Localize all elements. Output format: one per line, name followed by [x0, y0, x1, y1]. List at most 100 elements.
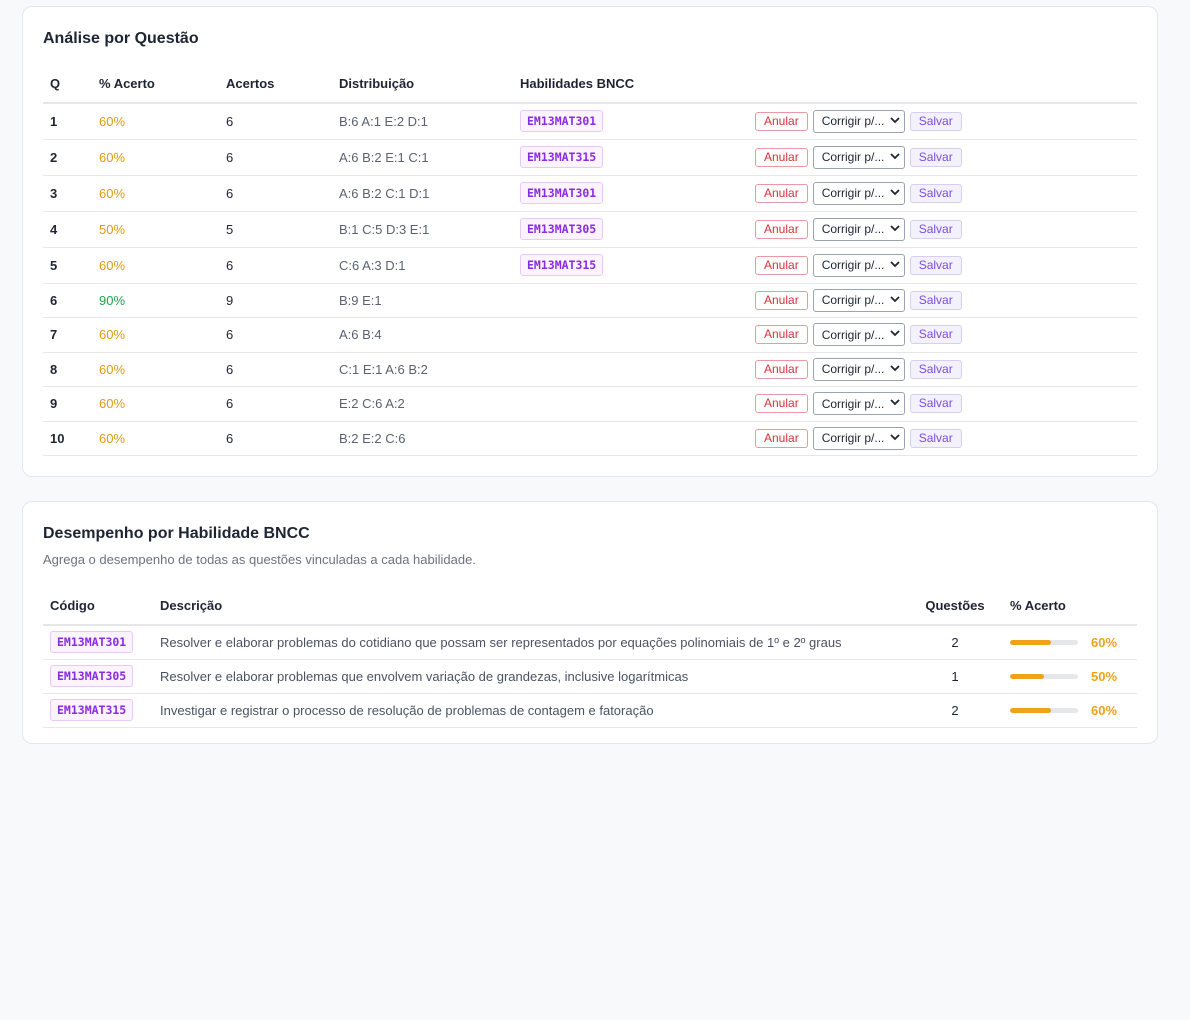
corrigir-select-value: Corrigir p/...	[821, 258, 885, 272]
progress-label: 60%	[1091, 634, 1118, 650]
table-row: 6 90% 9 B:9 E:1 Anular Corrigir p/... Salvar	[43, 283, 1137, 318]
chevron-down-icon	[890, 329, 900, 340]
question-distribution: A:6 B:2 C:1 D:1	[332, 175, 513, 212]
anular-button[interactable]: Anular	[755, 219, 808, 239]
table-header-row: Q % Acerto Acertos Distribuição Habilida…	[43, 67, 1137, 104]
chevron-down-icon	[890, 260, 900, 271]
question-actions: Anular Corrigir p/... Salvar	[748, 247, 1137, 284]
actions-group: Anular Corrigir p/... Salvar	[755, 181, 1130, 205]
question-actions: Anular Corrigir p/... Salvar	[748, 352, 1137, 387]
col-header-pct: % Acerto	[92, 67, 219, 104]
skill-question-count: 2	[907, 625, 1003, 660]
progress-bar: 50%	[1010, 669, 1130, 684]
anular-button[interactable]: Anular	[755, 394, 808, 414]
question-distribution: B:2 E:2 C:6	[332, 421, 513, 456]
actions-group: Anular Corrigir p/... Salvar	[755, 217, 1130, 241]
skill-question-count: 2	[907, 693, 1003, 728]
question-distribution: C:1 E:1 A:6 B:2	[332, 352, 513, 387]
anular-button[interactable]: Anular	[755, 325, 808, 345]
corrigir-select-value: Corrigir p/...	[821, 327, 885, 342]
corrigir-select[interactable]: Corrigir p/...	[812, 323, 905, 347]
corrigir-select[interactable]: Corrigir p/...	[812, 253, 905, 277]
question-actions: Anular Corrigir p/... Salvar	[748, 421, 1137, 456]
question-pct: 60%	[92, 139, 219, 176]
question-pct: 60%	[92, 421, 219, 456]
question-hits: 6	[219, 317, 332, 353]
question-skills: EM13MAT315	[513, 139, 748, 176]
chevron-down-icon	[890, 188, 900, 199]
skill-description: Resolver e elaborar problemas do cotidia…	[153, 625, 907, 660]
col-header-pct: % Acerto	[1003, 587, 1137, 626]
salvar-button[interactable]: Salvar	[909, 147, 962, 167]
col-header-code: Código	[43, 587, 153, 626]
col-header-hits: Acertos	[219, 67, 332, 104]
skill-badge: EM13MAT301	[520, 110, 604, 133]
chevron-down-icon	[890, 295, 900, 306]
question-hits: 9	[219, 283, 332, 318]
question-distribution: C:6 A:3 D:1	[332, 247, 513, 284]
question-distribution: A:6 B:4	[332, 317, 513, 353]
col-header-desc: Descrição	[153, 587, 907, 626]
progress-fill	[1010, 673, 1044, 679]
anular-button[interactable]: Anular	[755, 428, 808, 448]
question-hits: 6	[219, 103, 332, 140]
skill-badge: EM13MAT301	[520, 182, 604, 204]
actions-group: Anular Corrigir p/... Salvar	[755, 323, 1130, 347]
anular-button[interactable]: Anular	[755, 290, 808, 310]
corrigir-select[interactable]: Corrigir p/...	[812, 392, 905, 416]
anular-button[interactable]: Anular	[755, 255, 808, 275]
anular-button[interactable]: Anular	[755, 359, 808, 379]
table-header-row: Código Descrição Questões % Acerto	[43, 587, 1137, 626]
skill-performance-body: EM13MAT301 Resolver e elaborar problemas …	[43, 625, 1137, 728]
question-actions: Anular Corrigir p/... Salvar	[748, 386, 1137, 422]
question-number: 4	[43, 211, 92, 248]
salvar-button[interactable]: Salvar	[909, 428, 962, 448]
progress-track	[1010, 707, 1078, 713]
salvar-button[interactable]: Salvar	[909, 394, 962, 414]
table-row: 3 60% 6 A:6 B:2 C:1 D:1 EM13MAT301 Anular Corr…	[43, 175, 1137, 212]
question-analysis-table: Q % Acerto Acertos Distribuição Habilida…	[43, 67, 1137, 456]
corrigir-select[interactable]: Corrigir p/...	[812, 109, 905, 133]
salvar-button[interactable]: Salvar	[909, 290, 962, 310]
question-actions: Anular Corrigir p/... Salvar	[748, 317, 1137, 353]
anular-button[interactable]: Anular	[755, 147, 808, 167]
salvar-button[interactable]: Salvar	[909, 325, 962, 345]
question-skills: EM13MAT301	[513, 103, 748, 140]
table-row: 7 60% 6 A:6 B:4 Anular Corrigir p/... Salvar	[43, 317, 1137, 353]
progress-bar: 60%	[1010, 635, 1130, 650]
col-header-skills: Habilidades BNCC	[513, 67, 748, 104]
progress-fill	[1010, 707, 1051, 713]
salvar-button[interactable]: Salvar	[909, 111, 962, 131]
corrigir-select[interactable]: Corrigir p/...	[812, 181, 905, 205]
question-distribution: B:9 E:1	[332, 283, 513, 318]
skill-question-count: 1	[907, 659, 1003, 694]
anular-button[interactable]: Anular	[755, 183, 808, 203]
skill-pct: 60%	[1003, 625, 1137, 660]
salvar-button[interactable]: Salvar	[909, 255, 962, 275]
corrigir-select[interactable]: Corrigir p/...	[812, 357, 905, 381]
question-analysis-body: 1 60% 6 B:6 A:1 E:2 D:1 EM13MAT301 Anular Corr…	[43, 103, 1137, 456]
skill-code: EM13MAT301	[43, 625, 153, 660]
salvar-button[interactable]: Salvar	[909, 219, 962, 239]
corrigir-select[interactable]: Corrigir p/...	[812, 426, 905, 450]
chevron-down-icon	[890, 364, 900, 375]
actions-group: Anular Corrigir p/... Salvar	[755, 145, 1130, 169]
question-hits: 6	[219, 386, 332, 422]
corrigir-select[interactable]: Corrigir p/...	[812, 217, 905, 241]
skill-badge: EM13MAT315	[50, 699, 134, 721]
skill-code: EM13MAT315	[43, 693, 153, 728]
table-row: EM13MAT301 Resolver e elaborar problemas …	[43, 625, 1137, 660]
actions-group: Anular Corrigir p/... Salvar	[755, 288, 1130, 312]
chevron-down-icon	[890, 116, 900, 127]
corrigir-select[interactable]: Corrigir p/...	[812, 145, 905, 169]
salvar-button[interactable]: Salvar	[909, 359, 962, 379]
skill-performance-subtitle: Agrega o desempenho de todas as questões…	[43, 552, 476, 567]
corrigir-select-value: Corrigir p/...	[821, 293, 885, 308]
skill-pct: 60%	[1003, 693, 1137, 728]
anular-button[interactable]: Anular	[755, 111, 808, 131]
salvar-button[interactable]: Salvar	[909, 183, 962, 203]
question-pct: 60%	[92, 386, 219, 422]
corrigir-select[interactable]: Corrigir p/...	[812, 288, 905, 312]
skill-code: EM13MAT305	[43, 659, 153, 694]
skill-badge: EM13MAT305	[520, 218, 604, 240]
